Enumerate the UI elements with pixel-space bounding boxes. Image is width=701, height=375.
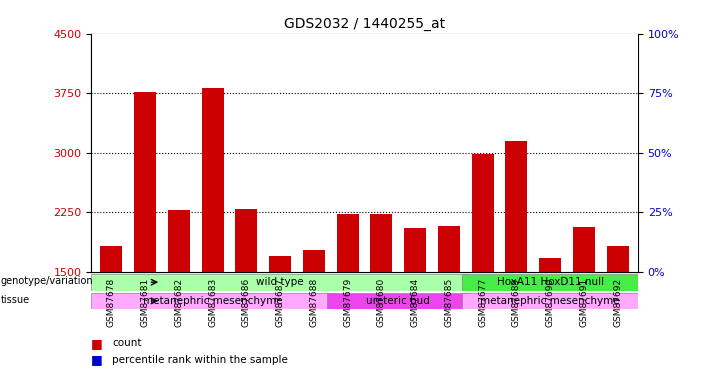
Bar bbox=[370, 214, 393, 375]
Point bbox=[409, 74, 421, 80]
Bar bbox=[327, 292, 469, 309]
Bar bbox=[202, 88, 224, 375]
Text: metanephric mesenchyme: metanephric mesenchyme bbox=[480, 296, 620, 306]
Point bbox=[545, 76, 556, 82]
Bar bbox=[606, 246, 629, 375]
Text: percentile rank within the sample: percentile rank within the sample bbox=[112, 355, 288, 365]
Bar bbox=[505, 141, 527, 375]
Point bbox=[578, 76, 590, 82]
Text: HoxA11 HoxD11 null: HoxA11 HoxD11 null bbox=[496, 277, 604, 287]
Text: wild type: wild type bbox=[257, 277, 304, 287]
Text: ■: ■ bbox=[91, 337, 103, 350]
Bar bbox=[472, 154, 494, 375]
Bar bbox=[463, 274, 638, 291]
Bar bbox=[100, 246, 123, 375]
Point bbox=[308, 76, 320, 82]
Point bbox=[173, 71, 184, 77]
Point bbox=[139, 62, 151, 68]
Text: ■: ■ bbox=[91, 354, 103, 366]
Bar bbox=[438, 226, 460, 375]
Point bbox=[376, 76, 387, 82]
Bar bbox=[236, 209, 257, 375]
Text: ureteric bud: ureteric bud bbox=[367, 296, 430, 306]
Point bbox=[443, 76, 454, 82]
Bar bbox=[303, 250, 325, 375]
Bar bbox=[91, 274, 469, 291]
Bar bbox=[269, 256, 291, 375]
Text: count: count bbox=[112, 338, 142, 348]
Bar bbox=[134, 93, 156, 375]
Text: tissue: tissue bbox=[1, 295, 30, 305]
Bar bbox=[539, 258, 561, 375]
Point bbox=[612, 76, 623, 82]
Bar bbox=[404, 228, 426, 375]
Point bbox=[207, 62, 218, 68]
Point bbox=[240, 71, 252, 77]
Point bbox=[106, 76, 117, 82]
Text: metanephric mesenchyme: metanephric mesenchyme bbox=[143, 296, 283, 306]
Point bbox=[342, 74, 353, 80]
Point bbox=[477, 71, 489, 77]
Bar bbox=[336, 214, 359, 375]
Point bbox=[511, 64, 522, 70]
Bar bbox=[168, 210, 190, 375]
Bar bbox=[91, 292, 334, 309]
Bar bbox=[463, 292, 638, 309]
Bar bbox=[573, 227, 595, 375]
Text: genotype/variation: genotype/variation bbox=[1, 276, 93, 286]
Point bbox=[275, 78, 286, 84]
Title: GDS2032 / 1440255_at: GDS2032 / 1440255_at bbox=[284, 17, 445, 32]
